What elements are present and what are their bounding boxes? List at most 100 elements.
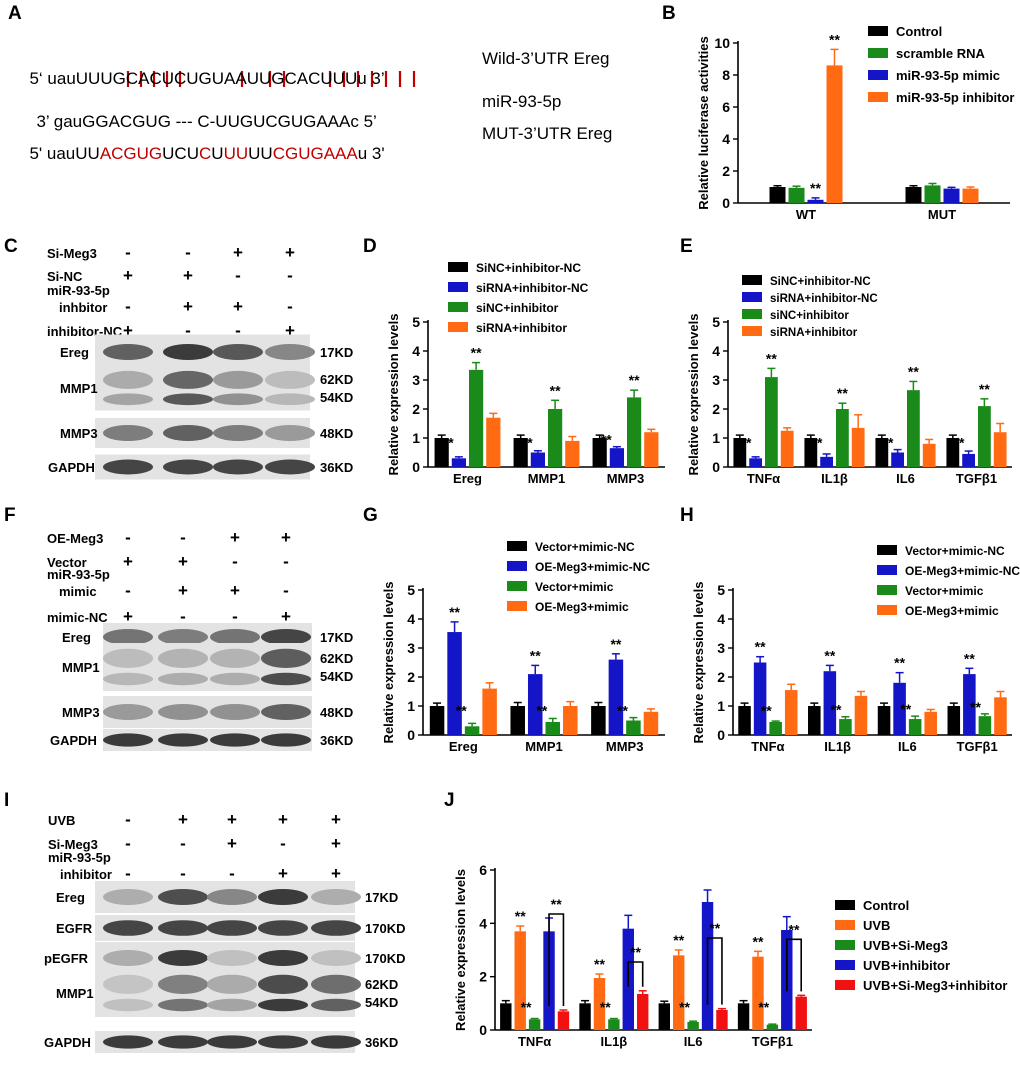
legend-label: OE-Meg3+mimic xyxy=(905,604,999,618)
legend-swatch xyxy=(448,302,468,312)
blot-band-panel xyxy=(95,942,361,974)
protein-band xyxy=(163,393,213,406)
bar xyxy=(609,448,624,467)
condition-sign: - xyxy=(125,810,131,829)
panel-label-g: G xyxy=(363,505,378,526)
legend-label: UVB+Si-Meg3 xyxy=(863,938,948,953)
significance-mark: ** xyxy=(530,647,541,663)
significance-mark: ** xyxy=(443,435,454,451)
y-tick-label: 3 xyxy=(412,372,420,388)
protein-band xyxy=(210,672,260,686)
protein-band xyxy=(103,370,153,389)
condition-sign: - xyxy=(180,864,186,883)
bar xyxy=(545,721,561,735)
legend-label: siRNA+inhibitor-NC xyxy=(770,293,878,305)
legend: Vector+mimic-NC OE-Meg3+mimic-NC Vector+mi… xyxy=(877,544,1020,618)
legend-label: UVB+inhibitor xyxy=(863,958,950,973)
bar xyxy=(753,662,767,735)
mir-label: miR-93-5p xyxy=(482,92,562,111)
bar xyxy=(769,187,786,203)
mut-segment: C xyxy=(199,144,212,163)
bar xyxy=(962,188,979,203)
bar xyxy=(636,994,649,1030)
mut-segment: UU xyxy=(75,144,100,163)
legend-label: miR-93-5p inhibitor xyxy=(896,90,1014,105)
bar xyxy=(579,1003,591,1030)
y-tick-label: 0 xyxy=(712,459,720,475)
condition-sign: - xyxy=(235,321,241,340)
protein-band xyxy=(158,920,208,936)
y-tick-label: 4 xyxy=(407,611,415,627)
mut-segment: U xyxy=(211,144,224,163)
bar xyxy=(765,377,778,467)
band-size-label: 48KD xyxy=(320,705,353,720)
legend-swatch xyxy=(507,561,527,571)
bar xyxy=(924,185,941,203)
protein-band xyxy=(261,629,311,645)
legend: SiNC+inhibitor-NC siRNA+inhibitor-NC siNC+… xyxy=(742,275,878,339)
band-size-label: 170KD xyxy=(365,921,405,936)
y-axis-label: Relative expression levels xyxy=(453,869,468,1031)
blot-band-panel xyxy=(95,1031,361,1053)
bar xyxy=(644,432,659,467)
mut-segment: CGUGAAA xyxy=(272,144,358,163)
protein-band xyxy=(213,370,263,389)
band-size-label: 36KD xyxy=(320,460,353,475)
condition-sign: - xyxy=(287,297,293,316)
condition-sign: + xyxy=(178,581,188,600)
condition-sign: + xyxy=(233,297,243,316)
blot-band-panel xyxy=(103,696,312,728)
condition-sign: - xyxy=(125,297,131,316)
legend-label: siRNA+inhibitor-NC xyxy=(476,281,589,295)
y-tick-label: 4 xyxy=(722,131,730,147)
protein-band xyxy=(103,425,153,441)
bar xyxy=(429,706,445,735)
panel-label-a: A xyxy=(8,3,22,24)
bar xyxy=(643,711,659,735)
legend-swatch xyxy=(835,980,855,990)
condition-label: UVB xyxy=(48,813,75,828)
significance-mark: ** xyxy=(673,932,684,948)
blot-band-panel xyxy=(95,915,361,941)
significance-mark: ** xyxy=(954,435,965,451)
legend-swatch xyxy=(742,326,762,336)
protein-band xyxy=(261,648,311,668)
legend-label: Control xyxy=(863,898,909,913)
y-tick-label: 0 xyxy=(722,195,730,211)
condition-sign: - xyxy=(125,243,131,262)
bar xyxy=(908,719,922,735)
bar xyxy=(943,188,960,203)
legend-label: siRNA+inhibitor xyxy=(770,327,858,339)
legend-label: siNC+inhibitor xyxy=(770,310,849,322)
bar xyxy=(527,674,543,735)
condition-sign: - xyxy=(280,834,286,853)
legend-swatch xyxy=(868,70,888,80)
y-tick-label: 5 xyxy=(407,582,415,598)
protein-band xyxy=(103,704,153,720)
protein-band xyxy=(261,704,311,720)
bar xyxy=(978,406,991,467)
band-label: Ereg xyxy=(60,345,89,360)
significance-mark: ** xyxy=(979,381,990,397)
y-tick-label: 1 xyxy=(412,430,420,446)
legend-label: siRNA+inhibitor xyxy=(476,321,567,335)
blot-band-panel xyxy=(103,729,312,751)
legend-label: Vector+mimic xyxy=(905,584,984,598)
bar xyxy=(557,1011,570,1030)
band-label: Ereg xyxy=(62,630,91,645)
protein-band xyxy=(265,344,315,360)
legend-swatch xyxy=(877,605,897,615)
wild-prefix: 5‘ uau xyxy=(29,69,76,88)
condition-sign: + xyxy=(123,266,133,285)
bar xyxy=(592,438,607,467)
mut-prefix: 5' uau xyxy=(29,144,76,163)
band-size-label: 62KD xyxy=(320,651,353,666)
protein-band xyxy=(207,1035,257,1049)
legend-swatch xyxy=(835,940,855,950)
band-label: MMP1 xyxy=(56,986,94,1001)
bar xyxy=(733,438,747,467)
mut-segment: ACGUG xyxy=(99,144,163,163)
band-size-label: 17KD xyxy=(365,890,398,905)
